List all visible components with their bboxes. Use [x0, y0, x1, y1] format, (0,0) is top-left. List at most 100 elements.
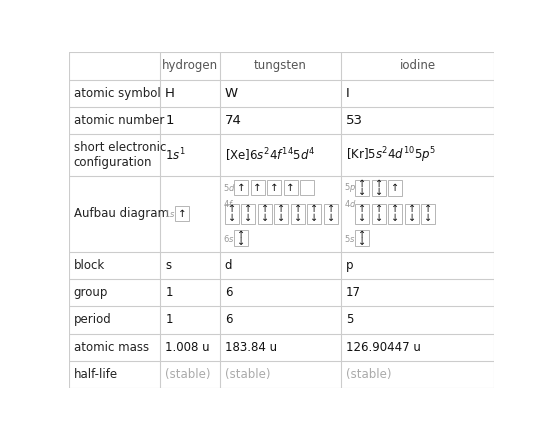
- Text: 1: 1: [165, 114, 173, 127]
- Bar: [355, 204, 369, 224]
- Bar: [225, 204, 239, 224]
- Bar: [267, 181, 281, 195]
- Text: atomic symbol: atomic symbol: [74, 87, 160, 100]
- Bar: [405, 204, 419, 224]
- Text: $5d$: $5d$: [223, 182, 236, 194]
- Text: iodine: iodine: [400, 59, 435, 72]
- Bar: [355, 180, 369, 196]
- Text: p: p: [346, 259, 354, 272]
- Text: ↑: ↑: [237, 183, 245, 193]
- Text: $5p$: $5p$: [344, 181, 357, 194]
- Text: $4f$: $4f$: [223, 198, 234, 209]
- Text: 53: 53: [346, 114, 363, 127]
- Text: ↑: ↑: [375, 179, 383, 189]
- Text: 17: 17: [346, 286, 361, 299]
- Text: $5s$: $5s$: [344, 233, 356, 244]
- Text: ↓: ↓: [358, 237, 366, 247]
- Text: ↓: ↓: [310, 213, 318, 223]
- Text: ↓: ↓: [391, 213, 400, 223]
- Text: group: group: [74, 286, 108, 299]
- Text: ↑: ↑: [286, 183, 295, 193]
- Text: ↑: ↑: [358, 230, 366, 240]
- Text: 5: 5: [346, 313, 354, 327]
- Text: 6: 6: [225, 313, 232, 327]
- Bar: [284, 181, 298, 195]
- Text: ↑: ↑: [391, 183, 400, 193]
- Text: ↓: ↓: [375, 213, 383, 223]
- Text: ↓: ↓: [327, 213, 335, 223]
- Text: s: s: [165, 259, 171, 272]
- Text: ↓: ↓: [244, 213, 253, 223]
- Text: d: d: [225, 259, 232, 272]
- Text: 1.008 u: 1.008 u: [165, 341, 210, 354]
- Text: ↑: ↑: [358, 204, 366, 215]
- Text: 1: 1: [165, 286, 173, 299]
- Bar: [389, 180, 402, 196]
- Text: H: H: [165, 87, 175, 100]
- Text: ↑: ↑: [294, 204, 302, 215]
- Text: 183.84 u: 183.84 u: [225, 341, 277, 354]
- Text: ↑: ↑: [237, 230, 245, 240]
- Bar: [291, 204, 305, 224]
- Bar: [372, 204, 386, 224]
- Text: ↓: ↓: [277, 213, 285, 223]
- Text: Aufbau diagram: Aufbau diagram: [74, 208, 169, 220]
- Text: hydrogen: hydrogen: [162, 59, 218, 72]
- Text: block: block: [74, 259, 105, 272]
- Bar: [372, 180, 386, 196]
- Bar: [176, 206, 189, 221]
- Bar: [234, 230, 248, 246]
- Text: ↑: ↑: [358, 179, 366, 189]
- Text: I: I: [346, 87, 350, 100]
- Text: W: W: [225, 87, 238, 100]
- Bar: [355, 230, 369, 246]
- Bar: [274, 204, 288, 224]
- Text: ↑: ↑: [277, 204, 285, 215]
- Text: ↓: ↓: [375, 187, 383, 197]
- Text: ↑: ↑: [327, 204, 335, 215]
- Text: ↓: ↓: [424, 213, 433, 223]
- Text: ↑: ↑: [310, 204, 318, 215]
- Bar: [324, 204, 338, 224]
- Text: tungsten: tungsten: [254, 59, 307, 72]
- Text: $6s$: $6s$: [223, 233, 234, 244]
- Text: short electronic
configuration: short electronic configuration: [74, 141, 166, 169]
- Text: ↓: ↓: [294, 213, 302, 223]
- Text: 1: 1: [165, 313, 173, 327]
- Text: $1s$: $1s$: [164, 208, 175, 219]
- Text: ↓: ↓: [237, 237, 245, 247]
- Text: ↑: ↑: [424, 204, 433, 215]
- Text: period: period: [74, 313, 111, 327]
- Text: ↑: ↑: [178, 209, 187, 219]
- Text: $1s^1$: $1s^1$: [165, 146, 186, 163]
- Bar: [422, 204, 435, 224]
- Text: 74: 74: [225, 114, 242, 127]
- Text: (stable): (stable): [225, 368, 270, 381]
- Text: ↑: ↑: [391, 204, 400, 215]
- Text: ↑: ↑: [244, 204, 253, 215]
- Bar: [307, 204, 321, 224]
- Text: atomic number: atomic number: [74, 114, 164, 127]
- Bar: [258, 204, 272, 224]
- Bar: [242, 204, 255, 224]
- Text: ↓: ↓: [228, 213, 236, 223]
- Text: ↑: ↑: [228, 204, 236, 215]
- Text: ↑: ↑: [408, 204, 416, 215]
- Text: ↑: ↑: [261, 204, 269, 215]
- Text: (stable): (stable): [165, 368, 211, 381]
- Text: half-life: half-life: [74, 368, 118, 381]
- Text: ↓: ↓: [358, 187, 366, 197]
- Text: ↓: ↓: [261, 213, 269, 223]
- Bar: [300, 181, 314, 195]
- Text: 6: 6: [225, 286, 232, 299]
- Text: atomic mass: atomic mass: [74, 341, 149, 354]
- Bar: [251, 181, 265, 195]
- Text: $4d$: $4d$: [344, 198, 357, 209]
- Text: ↑: ↑: [375, 204, 383, 215]
- Bar: [234, 181, 248, 195]
- Text: (stable): (stable): [346, 368, 391, 381]
- Text: ↓: ↓: [358, 213, 366, 223]
- Text: 126.90447 u: 126.90447 u: [346, 341, 421, 354]
- Text: ↑: ↑: [253, 183, 262, 193]
- Text: ↑: ↑: [270, 183, 278, 193]
